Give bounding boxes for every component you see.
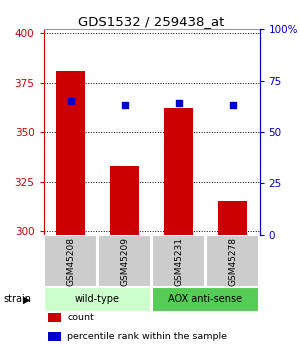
Text: GSM45231: GSM45231 [174, 237, 183, 286]
Bar [110, 166, 139, 235]
Bar [44, 287, 152, 312]
Text: wild-type: wild-type [75, 294, 120, 304]
Point [176, 100, 181, 106]
Bar [206, 235, 260, 287]
Bar [98, 235, 152, 287]
Text: strain: strain [3, 294, 31, 304]
Text: count: count [67, 313, 94, 322]
Text: percentile rank within the sample: percentile rank within the sample [67, 332, 227, 341]
Point [68, 99, 73, 104]
Text: ▶: ▶ [22, 294, 30, 304]
Point [122, 102, 127, 108]
Point [230, 102, 235, 108]
Bar [152, 287, 260, 312]
Bar [152, 235, 206, 287]
Bar [48, 313, 61, 322]
Bar [48, 333, 61, 341]
Title: GDS1532 / 259438_at: GDS1532 / 259438_at [78, 15, 225, 28]
Text: GSM45209: GSM45209 [120, 237, 129, 286]
Bar [164, 108, 194, 235]
Bar [44, 235, 98, 287]
Text: GSM45208: GSM45208 [66, 237, 75, 286]
Text: GSM45278: GSM45278 [228, 237, 237, 286]
Text: AOX anti-sense: AOX anti-sense [168, 294, 243, 304]
Bar [218, 201, 247, 235]
Bar [56, 71, 85, 235]
